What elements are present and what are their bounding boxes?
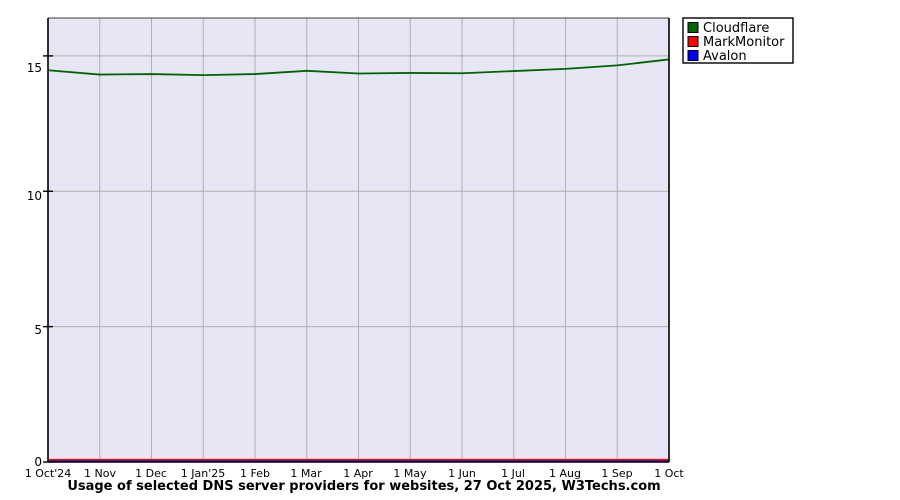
legend-swatch-avalon (687, 50, 699, 61)
x-tick-label-5: 1 Mar (290, 467, 322, 480)
legend-swatch-cloudflare (687, 22, 699, 33)
legend-label-cloudflare: Cloudflare (703, 21, 769, 36)
x-tick-label-4: 1 Feb (240, 467, 270, 480)
x-tick-label-6: 1 Apr (343, 467, 373, 480)
y-tick-label-10: 10 (27, 189, 42, 203)
legend-box (682, 17, 794, 64)
x-tick-label-9: 1 Jul (501, 467, 525, 480)
x-tick-label-2: 1 Dec (135, 467, 167, 480)
y-tick-marks (43, 55, 53, 463)
legend-swatch-markmonitor (687, 36, 699, 47)
y-tick-label-15: 15 (27, 61, 42, 75)
y-tick-label-5: 5 (34, 323, 42, 337)
x-tick-label-11: 1 Sep (601, 467, 632, 480)
chart-title: Usage of selected DNS server providers f… (67, 479, 660, 494)
legend-label-markmonitor: MarkMonitor (703, 35, 785, 50)
x-tick-label-12: 1 Oct (654, 467, 684, 480)
x-tick-label-7: 1 May (393, 467, 427, 480)
y-tick-label-0: 0 (34, 455, 42, 469)
grid-lines (48, 18, 669, 462)
x-tick-label-3: 1 Jan'25 (181, 467, 225, 480)
chart-legend: Cloudflare MarkMonitor Avalon (682, 17, 794, 64)
x-tick-label-10: 1 Aug (549, 467, 581, 480)
legend-label-avalon: Avalon (703, 49, 747, 64)
series-line-cloudflare (47, 58, 670, 77)
x-tick-label-1: 1 Nov (84, 467, 116, 480)
x-tick-label-0: 1 Oct'24 (25, 467, 72, 480)
x-tick-label-8: 1 Jun (448, 467, 476, 480)
